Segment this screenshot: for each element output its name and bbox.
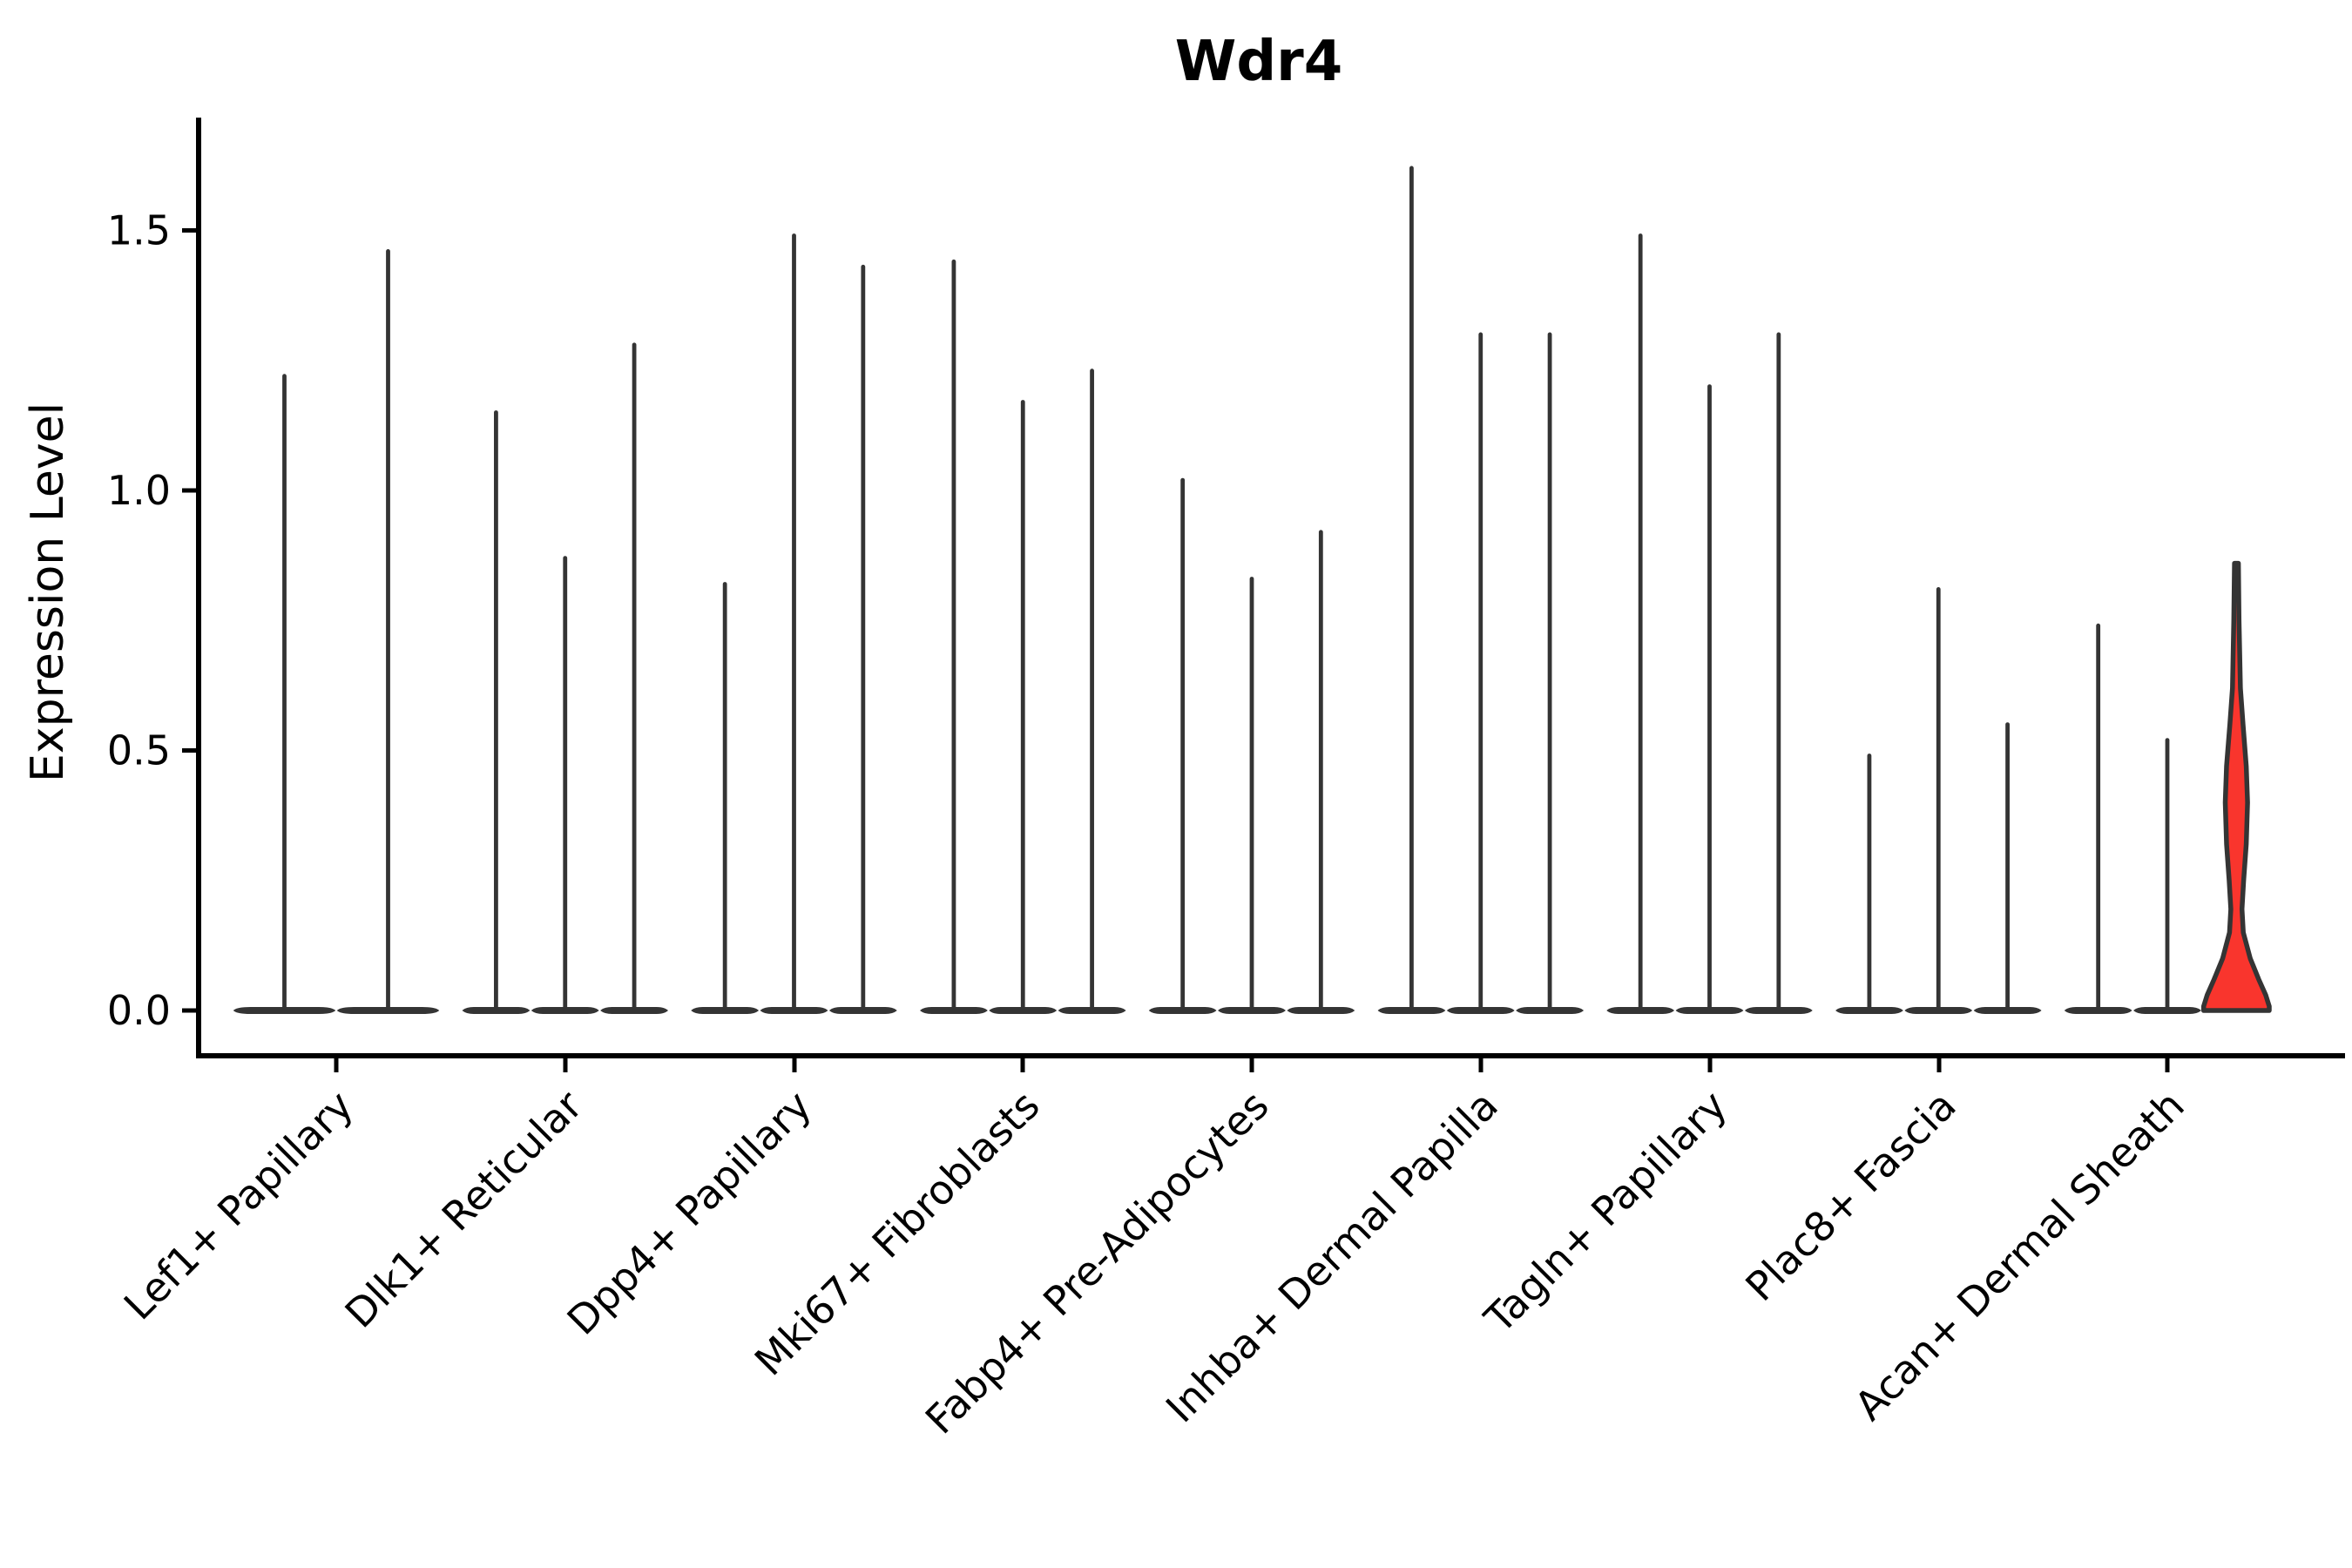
y-tick-labels: 0.0 0.5 1.0 1.5 [107, 207, 171, 1035]
x-tick-label-plac8-fascia: Plac8+ Fascia [1736, 1082, 1964, 1310]
x-tick-label-tagln-papillary: Tagln+ Papillary [1475, 1082, 1736, 1343]
y-axis-label: Expression Level [22, 402, 74, 782]
chart-title: Wdr4 [1175, 30, 1343, 94]
x-tick-marks [334, 1056, 2170, 1072]
y-tick-label-0.5: 0.5 [107, 727, 171, 774]
violin-highlighted [2200, 560, 2272, 1013]
x-tick-labels: Lef1+ Papillary Dlk1+ Reticular Dpp4+ Pa… [115, 1082, 2193, 1443]
violin-series [233, 166, 2272, 1014]
x-tick-label-dlk1-reticular: Dlk1+ Reticular [336, 1082, 591, 1337]
x-tick-label-dpp4-papillary: Dpp4+ Papillary [558, 1082, 821, 1344]
x-tick-label-lef1-papillary: Lef1+ Papillary [115, 1082, 362, 1329]
y-tick-label-0.0: 0.0 [107, 987, 171, 1034]
y-tick-marks [182, 228, 199, 1013]
y-tick-label-1.0: 1.0 [107, 467, 171, 514]
y-tick-label-1.5: 1.5 [107, 207, 171, 254]
